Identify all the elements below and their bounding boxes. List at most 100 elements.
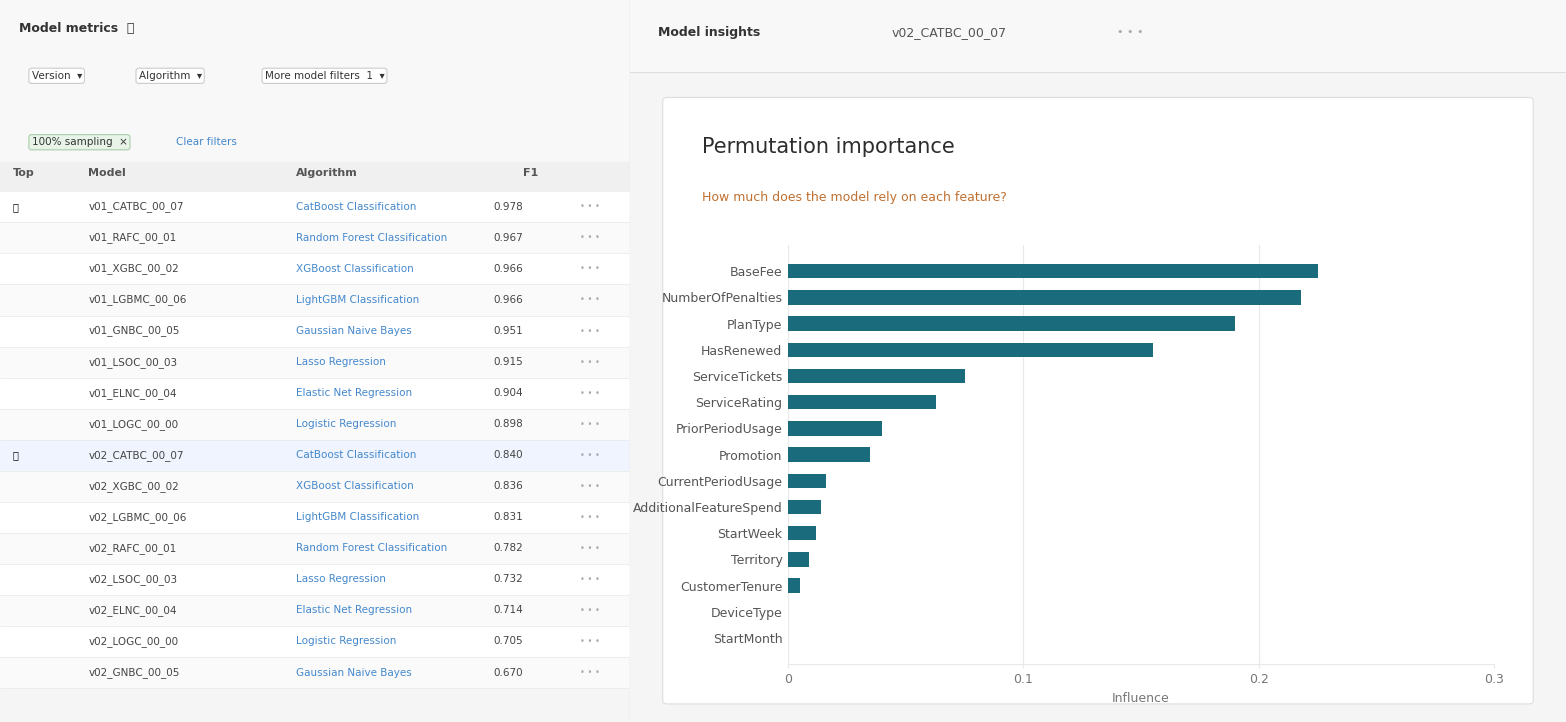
Bar: [0, 347, 630, 378]
Text: v02_CATBC_00_07: v02_CATBC_00_07: [88, 450, 183, 461]
Text: 0.840: 0.840: [493, 451, 523, 460]
Text: 🏆: 🏆: [13, 451, 19, 460]
Text: XGBoost Classification: XGBoost Classification: [296, 264, 413, 274]
Text: v02_RAFC_00_01: v02_RAFC_00_01: [88, 543, 177, 554]
Text: Lasso Regression: Lasso Regression: [296, 575, 385, 584]
Text: v01_LGBMC_00_06: v01_LGBMC_00_06: [88, 295, 186, 305]
Text: 0.705: 0.705: [493, 637, 523, 646]
Bar: [0, 222, 630, 253]
Text: 0.898: 0.898: [493, 419, 523, 429]
Text: v02_XGBC_00_02: v02_XGBC_00_02: [88, 481, 179, 492]
Bar: [788, 290, 1301, 305]
FancyBboxPatch shape: [662, 97, 1533, 704]
Bar: [0, 626, 630, 657]
Bar: [0, 564, 630, 595]
Text: 0.782: 0.782: [493, 544, 523, 553]
Text: Algorithm: Algorithm: [296, 168, 359, 178]
Bar: [788, 552, 810, 567]
Text: Version  ▾: Version ▾: [31, 71, 81, 81]
Text: v02_ELNC_00_04: v02_ELNC_00_04: [88, 605, 177, 616]
Bar: [0, 502, 630, 533]
Bar: [788, 369, 965, 383]
Text: 0.915: 0.915: [493, 357, 523, 367]
Bar: [0, 533, 630, 564]
Text: 0.978: 0.978: [493, 202, 523, 212]
Text: CatBoost Classification: CatBoost Classification: [296, 202, 417, 212]
Text: Model metrics  ⓘ: Model metrics ⓘ: [19, 22, 135, 35]
Bar: [788, 526, 816, 541]
Bar: [788, 316, 1236, 331]
Text: Lasso Regression: Lasso Regression: [296, 357, 385, 367]
Bar: [788, 474, 825, 488]
Text: F1: F1: [523, 168, 539, 178]
Text: Model insights: Model insights: [658, 26, 761, 39]
Text: v01_XGBC_00_02: v01_XGBC_00_02: [88, 264, 179, 274]
Text: Logistic Regression: Logistic Regression: [296, 419, 396, 429]
Text: • • •: • • •: [579, 202, 600, 212]
Text: 0.732: 0.732: [493, 575, 523, 584]
Text: Permutation importance: Permutation importance: [702, 137, 955, 157]
Text: Gaussian Naive Bayes: Gaussian Naive Bayes: [296, 668, 412, 677]
X-axis label: Influence: Influence: [1112, 692, 1170, 705]
Bar: [0, 409, 630, 440]
Bar: [0, 595, 630, 626]
Bar: [0, 378, 630, 409]
Text: 0.951: 0.951: [493, 326, 523, 336]
Text: Random Forest Classification: Random Forest Classification: [296, 233, 448, 243]
Text: v02_LGBMC_00_06: v02_LGBMC_00_06: [88, 512, 186, 523]
Bar: [0, 657, 630, 688]
Text: 0.966: 0.966: [493, 295, 523, 305]
Text: v01_CATBC_00_07: v01_CATBC_00_07: [88, 201, 183, 212]
Bar: [788, 395, 936, 409]
Text: 0.670: 0.670: [493, 668, 523, 677]
Bar: [788, 264, 1317, 279]
Text: More model filters  1  ▾: More model filters 1 ▾: [265, 71, 384, 81]
Bar: [0, 51, 630, 116]
Text: • • •: • • •: [579, 388, 600, 398]
Text: v01_ELNC_00_04: v01_ELNC_00_04: [88, 388, 177, 399]
Text: v01_RAFC_00_01: v01_RAFC_00_01: [88, 232, 177, 243]
Text: LightGBM Classification: LightGBM Classification: [296, 295, 420, 305]
Text: • • •: • • •: [579, 357, 600, 367]
Bar: [0, 284, 630, 316]
Text: CatBoost Classification: CatBoost Classification: [296, 451, 417, 460]
Text: Random Forest Classification: Random Forest Classification: [296, 544, 448, 553]
Text: Elastic Net Regression: Elastic Net Regression: [296, 606, 412, 615]
Text: • • •: • • •: [579, 513, 600, 522]
Text: Algorithm  ▾: Algorithm ▾: [139, 71, 202, 81]
Text: • • •: • • •: [579, 326, 600, 336]
Bar: [630, 0, 1566, 72]
Text: v01_LOGC_00_00: v01_LOGC_00_00: [88, 419, 179, 430]
Text: Logistic Regression: Logistic Regression: [296, 637, 396, 646]
Bar: [0, 0, 630, 51]
Text: • • •: • • •: [579, 668, 600, 677]
Text: 0.966: 0.966: [493, 264, 523, 274]
Bar: [0, 191, 630, 222]
Bar: [0, 116, 630, 173]
Bar: [788, 421, 882, 435]
Bar: [0, 253, 630, 284]
Text: v02_CATBC_00_07: v02_CATBC_00_07: [893, 26, 1007, 39]
Text: • • •: • • •: [579, 575, 600, 584]
Text: • • •: • • •: [579, 451, 600, 460]
Text: v01_LSOC_00_03: v01_LSOC_00_03: [88, 357, 177, 367]
Text: Clear filters: Clear filters: [177, 137, 238, 147]
Text: XGBoost Classification: XGBoost Classification: [296, 482, 413, 491]
Text: 🏆: 🏆: [13, 202, 19, 212]
Text: • • •: • • •: [579, 637, 600, 646]
Text: Top: Top: [13, 168, 34, 178]
Text: 0.904: 0.904: [493, 388, 523, 398]
Text: • • •: • • •: [579, 233, 600, 243]
Text: • • •: • • •: [579, 419, 600, 429]
Bar: [0, 440, 630, 471]
Text: 100% sampling  ×: 100% sampling ×: [31, 137, 127, 147]
Text: v02_LOGC_00_00: v02_LOGC_00_00: [88, 636, 179, 647]
Bar: [0, 316, 630, 347]
Text: • • •: • • •: [1117, 27, 1143, 38]
Text: 0.836: 0.836: [493, 482, 523, 491]
Text: • • •: • • •: [579, 295, 600, 305]
Bar: [0, 471, 630, 502]
Text: Elastic Net Regression: Elastic Net Regression: [296, 388, 412, 398]
Bar: [788, 448, 871, 462]
Text: • • •: • • •: [579, 264, 600, 274]
